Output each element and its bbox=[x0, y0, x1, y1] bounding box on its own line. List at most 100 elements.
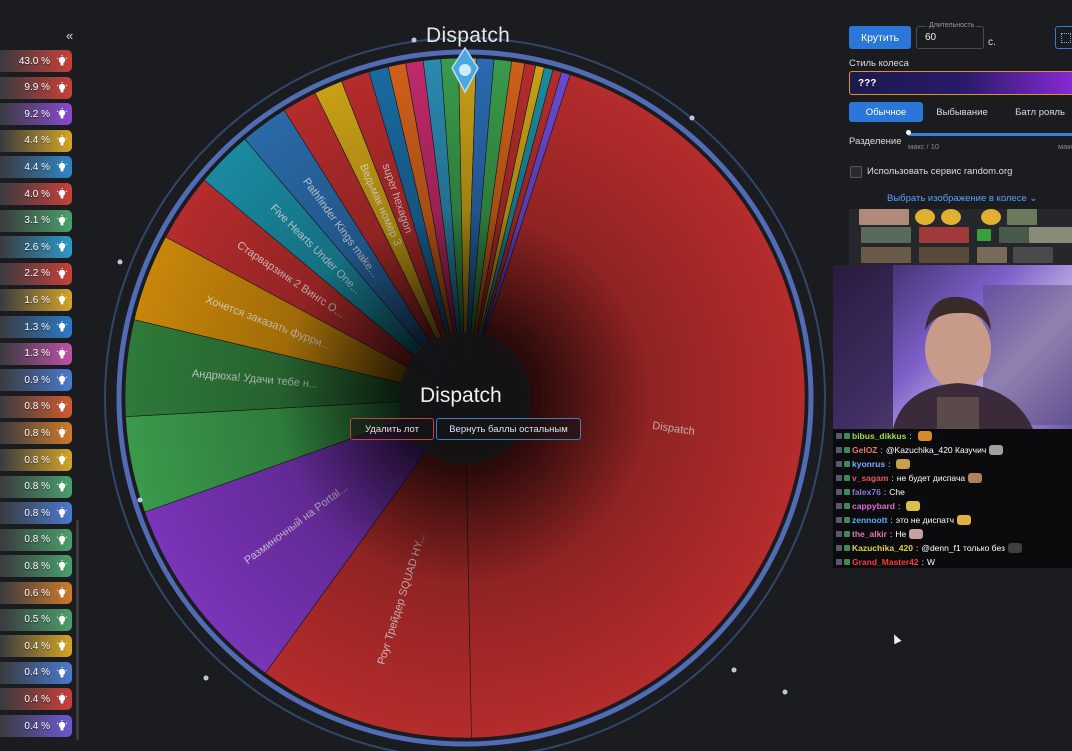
image-thumb[interactable] bbox=[915, 209, 935, 225]
chance-row[interactable]: 0.4 % bbox=[0, 715, 72, 737]
remove-lot-button[interactable]: Удалить лот bbox=[350, 418, 434, 440]
image-thumb[interactable] bbox=[977, 247, 1007, 263]
image-thumb[interactable] bbox=[1013, 247, 1053, 263]
spin-button[interactable]: Крутить bbox=[849, 26, 911, 49]
chat-username[interactable]: zennoott bbox=[852, 515, 888, 525]
tab-elimination[interactable]: Выбывание bbox=[936, 106, 988, 118]
image-grid[interactable] bbox=[849, 209, 1072, 269]
image-thumb[interactable] bbox=[1029, 227, 1072, 243]
lightbulb-icon bbox=[56, 666, 68, 679]
chat-username[interactable]: falex76 bbox=[852, 487, 881, 497]
emote-icon bbox=[917, 431, 932, 441]
wheel-style-select[interactable]: ??? bbox=[849, 71, 1072, 95]
chat-text: @Kazuchika_420 Казучич bbox=[885, 445, 987, 455]
randomize-button[interactable] bbox=[1055, 26, 1072, 49]
lightbulb-icon bbox=[56, 214, 68, 227]
chat-username[interactable]: kyonrus bbox=[852, 459, 886, 469]
chance-row[interactable]: 4.4 % bbox=[0, 129, 72, 152]
wheel-style-label: Стиль колеса bbox=[849, 58, 909, 69]
image-thumb[interactable] bbox=[981, 209, 1001, 225]
duration-value[interactable]: 60 bbox=[925, 32, 937, 43]
sparkle bbox=[689, 115, 695, 121]
chat-username[interactable]: bibus_dikkus bbox=[852, 431, 907, 441]
lightbulb-icon bbox=[56, 188, 68, 200]
chance-row[interactable]: 9.9 % bbox=[0, 76, 72, 99]
chance-row[interactable]: 9.2 % bbox=[0, 103, 72, 126]
chance-row[interactable]: 0.8 % bbox=[0, 475, 72, 498]
chance-row[interactable]: 0.4 % bbox=[0, 688, 72, 711]
return-points-button[interactable]: Вернуть баллы остальным bbox=[436, 418, 581, 440]
lightbulb-icon bbox=[56, 613, 68, 626]
chance-row[interactable]: 0.4 % bbox=[0, 661, 72, 684]
chat-username[interactable]: the_alkir bbox=[852, 529, 887, 539]
chat-username[interactable]: Kazuchika_420 bbox=[852, 543, 913, 553]
wheel-area: DispatchРоуг Трейдер SQUAD HY...Разминоч… bbox=[80, 0, 832, 751]
chance-row[interactable]: 1.6 % bbox=[0, 289, 72, 312]
duration-field[interactable]: Длительность 60 bbox=[916, 22, 984, 49]
chance-percent: 0.8 % bbox=[24, 401, 50, 413]
chance-row[interactable]: 0.8 % bbox=[0, 528, 72, 551]
image-thumb[interactable] bbox=[1007, 209, 1037, 225]
image-thumb[interactable] bbox=[941, 209, 961, 225]
chance-row[interactable]: 0.5 % bbox=[0, 608, 72, 631]
chance-row[interactable]: 2.6 % bbox=[0, 236, 72, 259]
random-org-checkbox[interactable] bbox=[850, 166, 862, 178]
chance-percent: 0.5 % bbox=[24, 614, 50, 626]
tab-normal[interactable]: Обычное bbox=[849, 102, 923, 122]
chat-message: Kazuchika_420: @denn_f1 только без bbox=[836, 541, 1022, 555]
chance-row[interactable]: 0.8 % bbox=[0, 502, 72, 525]
lightbulb-icon bbox=[56, 640, 68, 652]
chance-percent: 0.8 % bbox=[24, 481, 50, 493]
image-thumb[interactable] bbox=[861, 227, 911, 243]
chance-row[interactable]: 1.3 % bbox=[0, 316, 72, 338]
badge-icon bbox=[836, 447, 842, 453]
collapse-sidebar-button[interactable]: « bbox=[66, 28, 74, 43]
chance-row[interactable]: 0.8 % bbox=[0, 395, 72, 418]
chance-row[interactable]: 0.4 % bbox=[0, 635, 72, 658]
emote-icon bbox=[968, 473, 983, 483]
chat-username[interactable]: GelOZ bbox=[852, 445, 878, 455]
lightbulb-icon bbox=[56, 587, 68, 599]
image-select-dropdown[interactable]: Выбрать изображение в колесе ⌄ bbox=[887, 193, 1037, 204]
split-slider[interactable] bbox=[908, 133, 1072, 136]
chat-overlay: bibus_dikkus: GelOZ: @Kazuchika_420 Казучи… bbox=[833, 429, 1072, 568]
chat-username[interactable]: Grand_Master42 bbox=[852, 557, 919, 567]
chance-row[interactable]: 1.3 % bbox=[0, 342, 72, 365]
chance-row[interactable]: 4.0 % bbox=[0, 183, 72, 205]
image-thumb[interactable] bbox=[919, 227, 969, 243]
lightbulb-icon bbox=[56, 427, 68, 439]
lightbulb-icon bbox=[56, 720, 68, 732]
wheel[interactable]: DispatchРоуг Трейдер SQUAD HY...Разминоч… bbox=[80, 0, 832, 751]
chance-row[interactable]: 3.1 % bbox=[0, 209, 72, 232]
badge-icon bbox=[844, 517, 850, 523]
chance-row[interactable]: 43.0 % bbox=[0, 50, 72, 72]
chance-row[interactable]: 0.9 % bbox=[0, 369, 72, 392]
image-thumb[interactable] bbox=[861, 247, 911, 263]
chances-list: 43.0 % 9.9 % 9.2 % 4.4 % 4.4 % 4.0 % 3.1 % 2.6 … bbox=[0, 45, 80, 751]
image-thumb[interactable] bbox=[999, 227, 1029, 243]
chance-row[interactable]: 0.8 % bbox=[0, 449, 72, 471]
image-thumb[interactable] bbox=[977, 229, 991, 241]
random-org-label: Использовать сервис random.org bbox=[867, 166, 1013, 177]
chance-row[interactable]: 2.2 % bbox=[0, 262, 72, 285]
chance-row[interactable]: 0.6 % bbox=[0, 582, 72, 604]
chance-percent: 1.6 % bbox=[24, 294, 50, 306]
lightbulb-icon bbox=[56, 400, 68, 413]
chat-username[interactable]: v_sagam bbox=[852, 473, 889, 483]
badge-icon bbox=[836, 531, 842, 537]
image-thumb[interactable] bbox=[919, 247, 969, 263]
duration-unit: с. bbox=[988, 37, 996, 48]
badge-icon bbox=[836, 559, 842, 565]
chances-scrollbar[interactable] bbox=[76, 520, 79, 740]
chance-percent: 0.4 % bbox=[24, 720, 50, 732]
chat-text: это не диспатч bbox=[895, 515, 955, 525]
tab-battle-royale[interactable]: Батл рояль bbox=[1015, 106, 1065, 118]
chance-row[interactable]: 0.8 % bbox=[0, 422, 72, 445]
chance-row[interactable]: 0.8 % bbox=[0, 555, 72, 578]
image-thumb[interactable] bbox=[859, 209, 909, 225]
chat-username[interactable]: cappybard bbox=[852, 501, 895, 511]
chance-row[interactable]: 4.4 % bbox=[0, 156, 72, 179]
chance-percent: 4.0 % bbox=[24, 188, 50, 200]
split-slider-handle[interactable] bbox=[906, 130, 911, 135]
chance-percent: 0.8 % bbox=[24, 560, 50, 572]
